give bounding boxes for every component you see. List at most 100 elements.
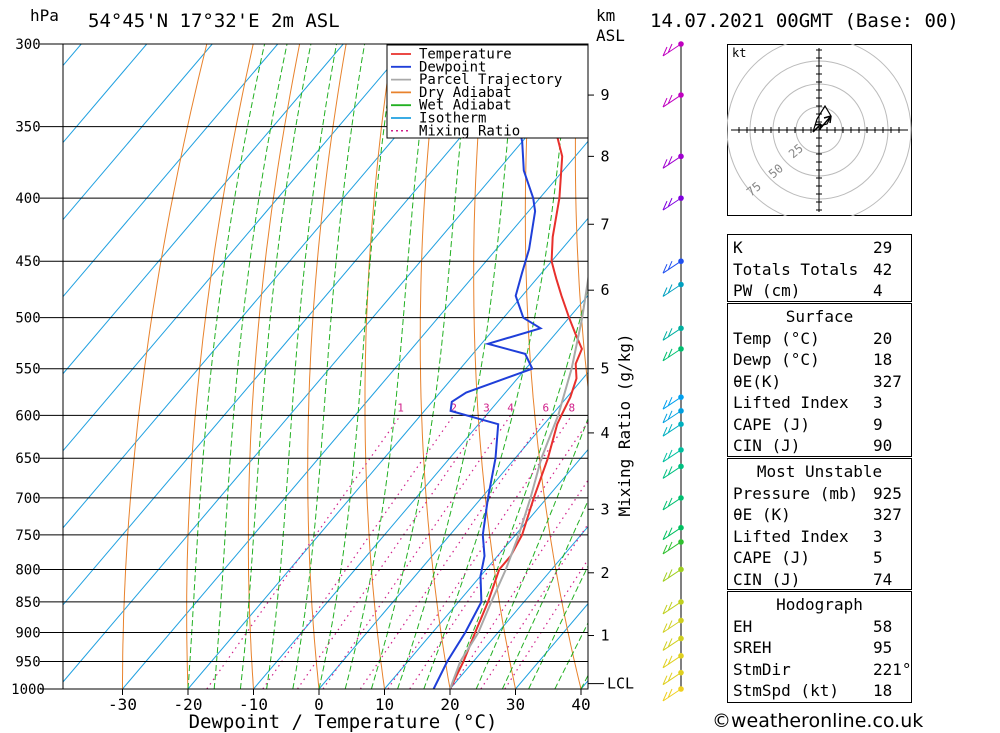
parcel-trajectory-line [449, 273, 588, 689]
indices-hodograph: Hodograph EH 58 SREH 95 StmDir 221° StmSpd … [727, 591, 912, 703]
index-row: Lifted Index 3 [733, 526, 883, 546]
hodograph-ticks [738, 49, 900, 211]
legend-entry: Mixing Ratio [419, 123, 520, 139]
x-tick-label: 40 [571, 695, 590, 714]
mixing-ratio-line [480, 523, 588, 689]
pressure-tick-label: 800 [15, 562, 40, 578]
wind-barb [662, 284, 682, 297]
index-row: EH 58 [733, 616, 893, 636]
wet-adiabat-line [423, 44, 571, 689]
dry-adiabat-line [364, 44, 394, 689]
isotherm-line [63, 44, 475, 529]
pressure-tick-label: 500 [15, 311, 40, 327]
mixing-ratio-line [297, 414, 487, 689]
isotherm-line [122, 140, 588, 689]
isotherm-line [253, 294, 588, 689]
wet-adiabat-line [292, 44, 366, 689]
index-row: θE (K) 327 [733, 505, 902, 524]
mixing-ratio-line [450, 479, 588, 689]
mixing-ratio-label: 4 [507, 401, 514, 414]
index-row: SREH 95 [733, 638, 893, 657]
isotherm-line [63, 44, 213, 221]
index-row: Totals Totals 42 [733, 259, 893, 279]
indices-general: K 29 Totals Totals 42 PW (cm) 4 [727, 234, 912, 302]
wind-barb [662, 449, 682, 463]
index-row: PW (cm) 4 [733, 281, 883, 300]
mixing-ratio-label: 2 [450, 401, 457, 414]
index-row: CIN (J) 90 [733, 436, 893, 455]
wind-barb [662, 569, 682, 582]
location-title: 54°45'N 17°32'E 2m ASL [88, 10, 340, 32]
index-row: K 29 [733, 238, 893, 257]
mixing-ratio-label: 1 [397, 401, 404, 414]
pressure-tick-label: 550 [15, 362, 40, 378]
mixing-ratio-line [359, 414, 547, 689]
mixing-ratio-line [504, 558, 588, 689]
x-tick-label: 20 [440, 695, 459, 714]
wind-profile [662, 41, 684, 702]
dry-adiabat-line [419, 44, 451, 689]
temperature-line [449, 44, 583, 689]
height-tick-label: 3 [600, 500, 609, 518]
isotherm-line [63, 63, 588, 683]
index-row: CAPE (J) 9 [733, 414, 883, 434]
pressure-tick-label: 850 [15, 595, 40, 611]
height-tick-label: 6 [600, 281, 609, 299]
isotherm-line [63, 44, 410, 452]
wind-barb [662, 527, 682, 541]
wind-barb [662, 197, 682, 211]
height-tick-label: 9 [600, 86, 609, 104]
x-tick-label: 10 [375, 695, 394, 714]
datetime-title: 14.07.2021 00GMT (Base: 00) [650, 10, 959, 32]
dewpoint-line [432, 44, 543, 689]
mixing-ratio-label: 8 [568, 401, 575, 414]
legend-entry: Temperature [419, 47, 512, 63]
pressure-unit-label: hPa [30, 6, 59, 25]
x-tick-label: -20 [174, 695, 203, 714]
wind-barb [662, 423, 682, 437]
indices-surface: Surface Temp (°C) 20 Dewp (°C) 18 θE(K) 327… [727, 303, 912, 457]
index-row: CIN (J) 74 [733, 569, 893, 589]
wind-barb [662, 672, 682, 686]
wind-barb [662, 655, 682, 669]
wet-adiabat-line [528, 564, 588, 689]
pressure-tick-label: 650 [15, 451, 40, 467]
pressure-tick-label: 750 [15, 528, 40, 544]
dry-adiabat-line [947, 26, 1000, 689]
dry-adiabat-line [122, 44, 208, 689]
pressure-tick-label: 700 [15, 491, 40, 507]
pressure-tick-label: 300 [15, 37, 40, 53]
wet-adiabat-line [187, 44, 266, 689]
dry-adiabat-line [307, 44, 347, 689]
isotherm-line [318, 371, 588, 689]
mixing-ratio-label: 6 [543, 401, 550, 414]
wind-barb [662, 541, 682, 555]
dry-adiabat-line [574, 44, 588, 392]
wind-barb [662, 497, 682, 511]
wind-barb [662, 396, 682, 410]
copyright[interactable]: ©weatheronline.co.uk [712, 710, 924, 732]
legend-entry: Dry Adiabat [419, 85, 512, 101]
isotherm-line [63, 44, 541, 606]
wind-barb [662, 348, 682, 362]
wet-adiabat-line [239, 44, 312, 689]
wind-barb [662, 410, 682, 424]
pressure-tick-label: 450 [15, 254, 40, 270]
isotherm-line [187, 217, 588, 689]
index-row: CAPE (J) 5 [733, 548, 883, 567]
x-axis-label: Dewpoint / Temperature (°C) [189, 711, 498, 733]
index-row: Lifted Index 3 [733, 393, 883, 412]
height-tick-label: 7 [600, 215, 609, 233]
legend-entry: Parcel Trajectory [419, 72, 562, 88]
wind-barb [662, 620, 682, 633]
mixing-ratio-labels: 1 2 3 4 6 8 [397, 401, 575, 414]
hodograph: kt 25 50 75 [727, 44, 912, 216]
wind-barb [662, 327, 682, 341]
pressure-tick-label: 1000 [11, 682, 45, 698]
index-row: θE(K) 327 [733, 371, 902, 391]
mixing-ratio-line [206, 414, 402, 689]
axes: -30 -20 -10 0 10 20 30 40 Dewpoint / Temperature… [62, 43, 634, 733]
wet-adiabat-line [266, 44, 337, 689]
height-tick-label: 2 [600, 564, 609, 582]
